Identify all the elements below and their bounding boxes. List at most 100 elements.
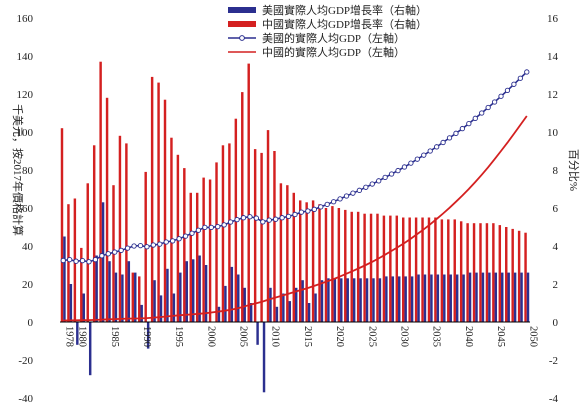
us-gdp-point [221, 222, 227, 228]
us-growth-bar [95, 255, 98, 322]
us-growth-bar [88, 322, 92, 376]
us-growth-bar [76, 322, 79, 345]
us-gdp-point [202, 224, 208, 231]
cn-growth-bar [427, 217, 431, 322]
us-growth-bar [262, 322, 266, 393]
us-gdp-point [330, 199, 337, 205]
us-growth-bar [526, 272, 530, 322]
cn-growth-bar [524, 232, 527, 322]
x-tick-label: 1978 [64, 326, 75, 347]
us-growth-bar [436, 274, 440, 322]
us-growth-bar [507, 272, 510, 322]
cn-growth-bar [517, 230, 521, 322]
x-tick-label: 2045 [495, 326, 506, 347]
us-growth-bar [146, 322, 150, 349]
us-growth-bar [501, 272, 504, 322]
cn-growth-bar [163, 99, 167, 322]
us-growth-bar [295, 287, 298, 322]
cn-growth-bar [189, 192, 192, 322]
y-right-tick-label: 12 [547, 89, 558, 101]
cn-growth-bar [86, 183, 89, 322]
us-growth-bar [191, 259, 195, 322]
us-growth-bar [340, 278, 343, 322]
us-growth-bar [282, 293, 285, 322]
us-gdp-point [73, 258, 79, 264]
us-growth-bar [275, 306, 279, 322]
us-gdp-point [382, 174, 388, 181]
us-growth-bar [352, 278, 356, 322]
us-gdp-point [453, 130, 459, 136]
cn-growth-bar [369, 213, 373, 322]
us-gdp-point [401, 164, 408, 170]
cn-growth-bar [215, 162, 218, 322]
us-gdp-point [247, 214, 253, 220]
cn-growth-bar [170, 137, 173, 322]
cn-growth-bar [298, 200, 302, 322]
us-growth-bar [404, 276, 407, 322]
cn-growth-bar [376, 213, 379, 322]
cn-growth-bar [350, 211, 353, 322]
us-gdp-point [511, 81, 517, 87]
us-growth-bar [488, 272, 491, 322]
cn-growth-bar [421, 217, 424, 322]
cn-growth-bar [105, 97, 109, 322]
us-growth-bar [372, 278, 375, 322]
cn-growth-bar [253, 149, 257, 322]
us-growth-bar [288, 301, 292, 322]
x-tick-label: 2050 [527, 326, 538, 347]
us-gdp-point [240, 215, 247, 221]
cn-growth-bar [395, 215, 399, 322]
cn-growth-bar [195, 192, 199, 322]
us-growth-bar [140, 304, 143, 322]
cn-growth-bar [125, 143, 128, 322]
us-gdp-point [163, 239, 169, 245]
x-tick-label: 2000 [205, 326, 216, 347]
us-gdp-point [157, 241, 163, 247]
us-growth-bar [455, 274, 459, 322]
us-gdp-point [195, 227, 202, 233]
us-growth-bar [410, 276, 414, 322]
us-gdp-point [524, 69, 530, 75]
cn-growth-bar [408, 217, 411, 322]
us-gdp-point [491, 99, 498, 105]
cn-growth-bar [150, 76, 154, 323]
us-gdp-point [260, 219, 266, 225]
us-growth-bar [314, 293, 317, 322]
cn-growth-bar [247, 63, 250, 322]
us-gdp-point [517, 75, 523, 81]
us-gdp-point [479, 110, 485, 116]
x-tick-label: 1995 [173, 326, 184, 347]
us-gdp-point [266, 217, 272, 223]
cn-growth-bar [157, 82, 160, 322]
us-growth-bar [346, 278, 349, 322]
us-gdp-point [208, 224, 214, 231]
y-left-tick-label: -20 [18, 355, 33, 367]
cn-growth-bar [131, 272, 135, 322]
us-growth-bar [114, 272, 118, 322]
us-growth-bar [159, 295, 163, 322]
x-tick-label: 2005 [238, 326, 249, 347]
cn-growth-bar [80, 247, 83, 322]
us-gdp-point [369, 181, 375, 187]
y-left-tick-label: 160 [17, 13, 34, 25]
us-growth-bar [365, 278, 369, 322]
cn-growth-bar [228, 143, 231, 322]
y-left-tick-label: 80 [22, 165, 34, 177]
us-gdp-point [150, 242, 157, 248]
us-gdp-point [215, 223, 221, 230]
us-growth-bar [153, 280, 156, 322]
us-gdp-point [144, 244, 150, 250]
us-gdp-point [124, 245, 131, 251]
cn-growth-bar [286, 185, 289, 322]
us-growth-bar [417, 274, 420, 322]
us-growth-bar [69, 284, 73, 322]
us-gdp-point [118, 247, 124, 254]
x-tick-label: 2020 [334, 326, 345, 347]
us-growth-bar [179, 272, 182, 322]
cn-growth-bar [260, 152, 263, 322]
y-right-tick-label: 10 [547, 127, 559, 139]
us-gdp-point [176, 236, 182, 242]
us-growth-bar [462, 274, 465, 322]
us-growth-bar [307, 303, 311, 322]
us-gdp-point [427, 148, 433, 154]
